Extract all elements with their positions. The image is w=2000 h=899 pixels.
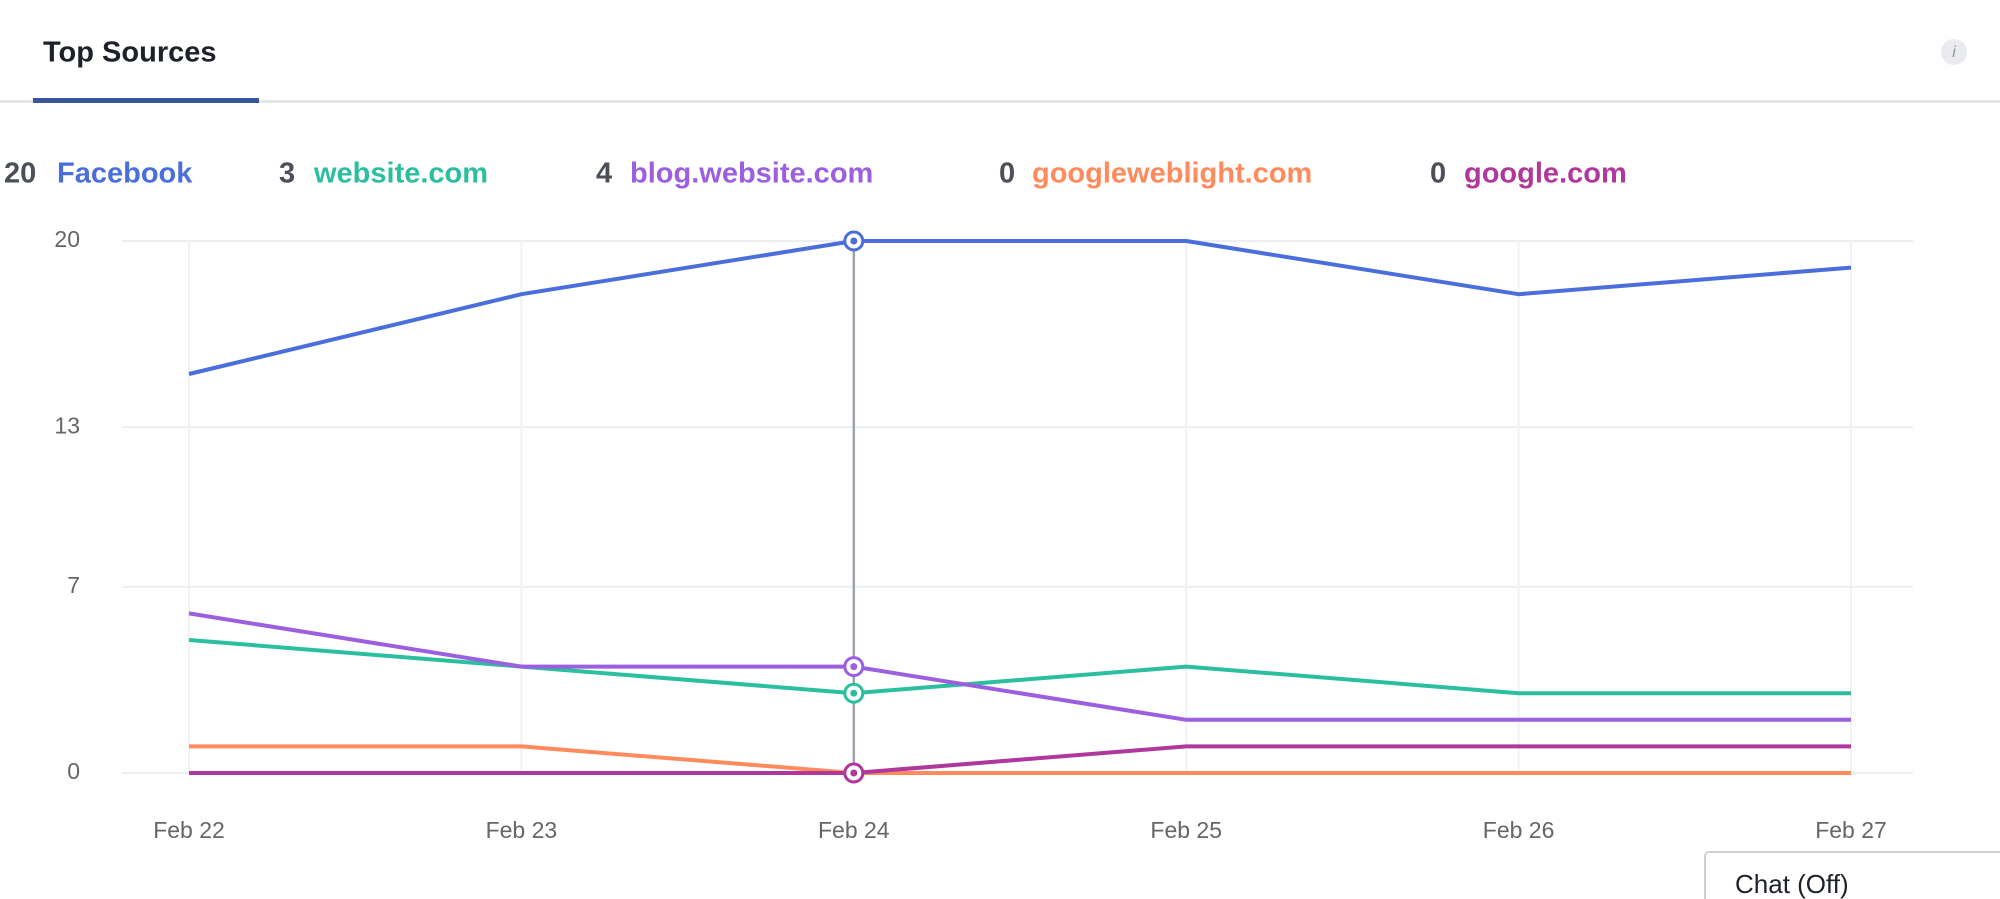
legend-entry: website.com <box>313 158 488 190</box>
legend-entry: Facebook <box>57 158 193 190</box>
legend-entry: googleweblight.com <box>1032 158 1312 190</box>
plot: 0 7 13 20 Feb 22 Feb 23 Feb 24 Feb 25 Feb 26 Feb … <box>54 226 1913 843</box>
y-tick-label: 13 <box>54 412 80 438</box>
divider <box>0 100 2000 103</box>
chat-button-label: Chat (Off) <box>1735 869 1849 899</box>
hover-point-dot <box>850 663 858 671</box>
hover-point-dot <box>850 689 858 697</box>
legend-value: 0 <box>999 158 1015 190</box>
y-tick-label: 0 <box>67 758 80 784</box>
hover-point-dot <box>850 769 858 777</box>
legend: 20 Facebook 3 website.com 4 blog.website.com 0… <box>4 158 1627 190</box>
x-tick-label: Feb 25 <box>1150 817 1222 843</box>
series-line <box>188 638 1851 696</box>
legend-value: 20 <box>4 158 36 190</box>
legend-value: 4 <box>596 158 612 190</box>
x-tick-label: Feb 26 <box>1483 817 1555 843</box>
info-icon-glyph: i <box>1952 44 1956 61</box>
legend-value: 3 <box>279 158 295 190</box>
legend-entry: google.com <box>1464 158 1627 190</box>
x-tick-label: Feb 23 <box>486 817 558 843</box>
series-line <box>188 239 1852 376</box>
series-line <box>189 744 1851 775</box>
info-icon[interactable] <box>1941 39 1967 65</box>
x-tick-label: Feb 24 <box>818 817 890 843</box>
tab-underline <box>33 98 259 103</box>
x-tick-label: Feb 27 <box>1815 817 1887 843</box>
legend-entry: blog.website.com <box>630 158 873 190</box>
legend-value: 0 <box>1430 158 1446 190</box>
series-line <box>188 611 1851 722</box>
series-line <box>189 744 1851 775</box>
tab-title[interactable]: Top Sources <box>43 37 217 69</box>
y-tick-label: 7 <box>67 572 80 598</box>
x-tick-label: Feb 22 <box>153 817 225 843</box>
hover-point-dot <box>850 237 858 245</box>
chat-button[interactable] <box>1704 851 2000 899</box>
y-tick-label: 20 <box>54 226 80 252</box>
